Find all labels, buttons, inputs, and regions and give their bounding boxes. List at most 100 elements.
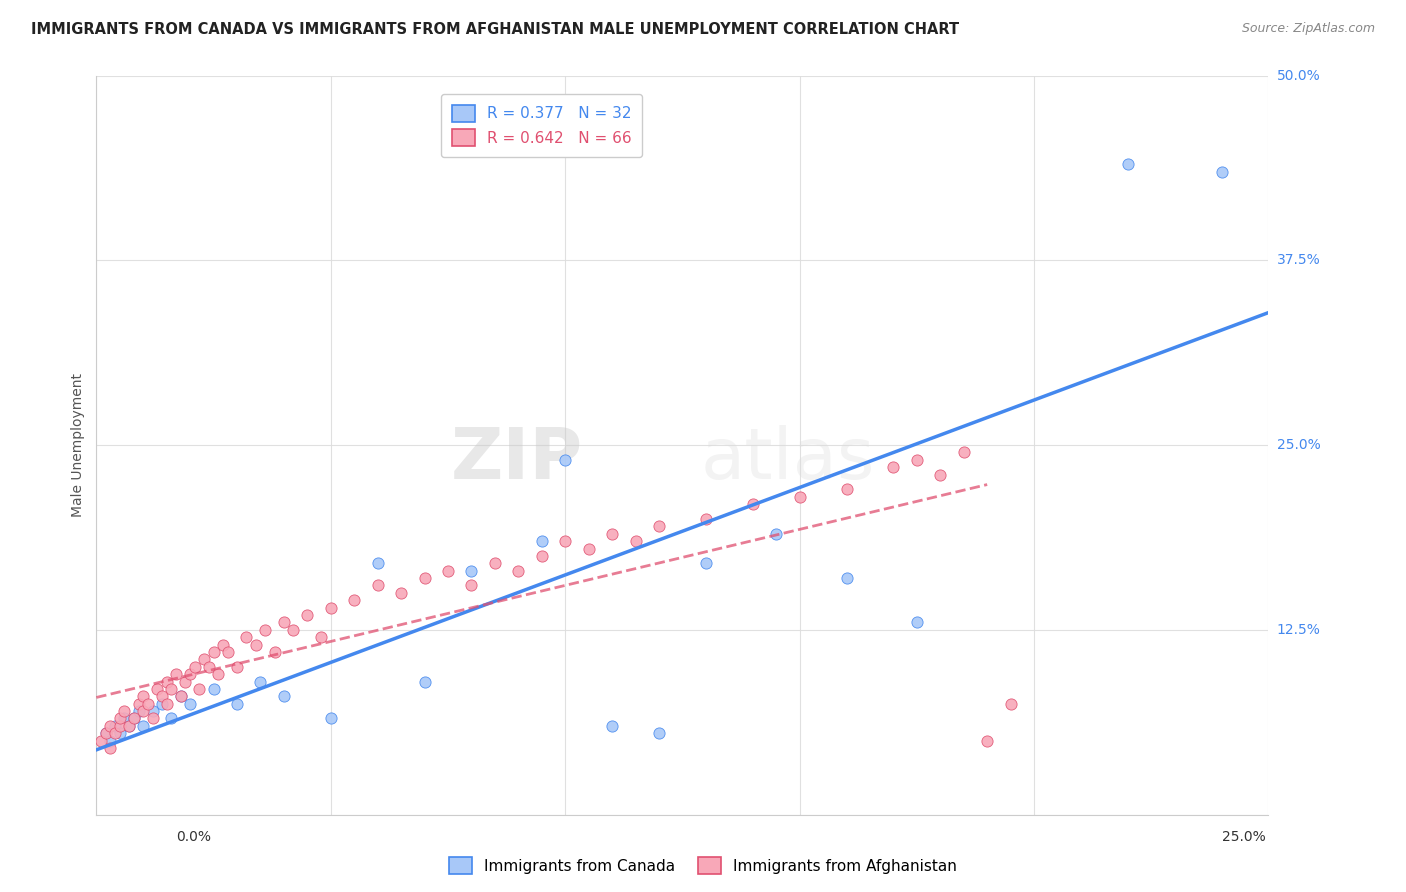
Point	[170, 690, 193, 704]
Point	[122, 711, 145, 725]
Point	[142, 711, 165, 725]
Point	[249, 674, 271, 689]
Text: 25.0%: 25.0%	[1222, 830, 1265, 844]
Point	[100, 719, 122, 733]
Text: Source: ZipAtlas.com: Source: ZipAtlas.com	[1241, 22, 1375, 36]
Point	[273, 690, 295, 704]
Point	[508, 564, 530, 578]
Point	[146, 681, 169, 696]
Point	[226, 659, 249, 673]
Point	[94, 726, 117, 740]
Point	[193, 652, 215, 666]
Point	[184, 659, 207, 673]
Point	[343, 593, 366, 607]
Point	[212, 638, 235, 652]
Point	[160, 681, 183, 696]
Point	[297, 607, 319, 622]
Point	[150, 690, 173, 704]
Point	[156, 697, 179, 711]
Point	[530, 534, 553, 549]
Point	[179, 697, 201, 711]
Point	[179, 667, 201, 681]
Text: 50.0%: 50.0%	[1277, 69, 1320, 83]
Point	[118, 719, 141, 733]
Point	[273, 615, 295, 630]
Point	[648, 519, 671, 533]
Point	[1000, 697, 1022, 711]
Point	[413, 571, 436, 585]
Point	[311, 630, 333, 644]
Point	[1211, 164, 1233, 178]
Point	[905, 615, 928, 630]
Point	[122, 711, 145, 725]
Point	[174, 674, 197, 689]
Point	[114, 711, 136, 725]
Point	[202, 681, 225, 696]
Point	[437, 564, 460, 578]
Text: 12.5%: 12.5%	[1277, 623, 1320, 637]
Point	[389, 586, 412, 600]
Point	[108, 719, 131, 733]
Y-axis label: Male Unemployment: Male Unemployment	[72, 373, 86, 517]
Point	[976, 733, 998, 747]
Point	[136, 697, 159, 711]
Point	[207, 667, 229, 681]
Point	[319, 711, 342, 725]
Point	[789, 490, 811, 504]
Point	[245, 638, 267, 652]
Point	[929, 467, 952, 482]
Point	[108, 726, 131, 740]
Point	[319, 600, 342, 615]
Point	[283, 623, 305, 637]
Point	[100, 741, 122, 756]
Point	[108, 711, 131, 725]
Point	[142, 704, 165, 718]
Text: ZIP: ZIP	[450, 425, 583, 494]
Point	[600, 719, 623, 733]
Point	[765, 526, 787, 541]
Point	[160, 711, 183, 725]
Point	[90, 733, 112, 747]
Point	[460, 578, 482, 592]
Point	[165, 667, 187, 681]
Point	[530, 549, 553, 563]
Text: 25.0%: 25.0%	[1277, 438, 1320, 452]
Point	[952, 445, 974, 459]
Point	[198, 659, 221, 673]
Point	[114, 704, 136, 718]
Point	[128, 697, 150, 711]
Point	[132, 704, 155, 718]
Point	[226, 697, 249, 711]
Point	[202, 645, 225, 659]
Text: atlas: atlas	[700, 425, 875, 494]
Point	[104, 719, 127, 733]
Point	[156, 674, 179, 689]
Point	[188, 681, 211, 696]
Point	[100, 733, 122, 747]
Point	[695, 556, 717, 570]
Point	[578, 541, 600, 556]
Point	[235, 630, 257, 644]
Point	[835, 483, 858, 497]
Point	[600, 526, 623, 541]
Point	[460, 564, 482, 578]
Legend: R = 0.377   N = 32, R = 0.642   N = 66: R = 0.377 N = 32, R = 0.642 N = 66	[441, 95, 643, 157]
Point	[254, 623, 277, 637]
Point	[554, 452, 576, 467]
Point	[905, 452, 928, 467]
Point	[150, 697, 173, 711]
Point	[104, 726, 127, 740]
Point	[484, 556, 506, 570]
Point	[554, 534, 576, 549]
Point	[882, 460, 904, 475]
Point	[367, 556, 389, 570]
Point	[94, 726, 117, 740]
Point	[367, 578, 389, 592]
Point	[648, 726, 671, 740]
Point	[1116, 157, 1139, 171]
Text: 0.0%: 0.0%	[176, 830, 211, 844]
Text: IMMIGRANTS FROM CANADA VS IMMIGRANTS FROM AFGHANISTAN MALE UNEMPLOYMENT CORRELAT: IMMIGRANTS FROM CANADA VS IMMIGRANTS FRO…	[31, 22, 959, 37]
Point	[835, 571, 858, 585]
Point	[695, 512, 717, 526]
Text: 37.5%: 37.5%	[1277, 253, 1320, 268]
